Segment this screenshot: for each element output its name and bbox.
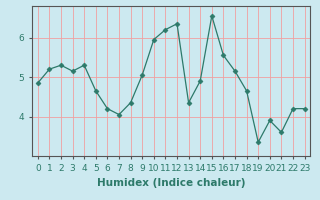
X-axis label: Humidex (Indice chaleur): Humidex (Indice chaleur) (97, 178, 245, 188)
